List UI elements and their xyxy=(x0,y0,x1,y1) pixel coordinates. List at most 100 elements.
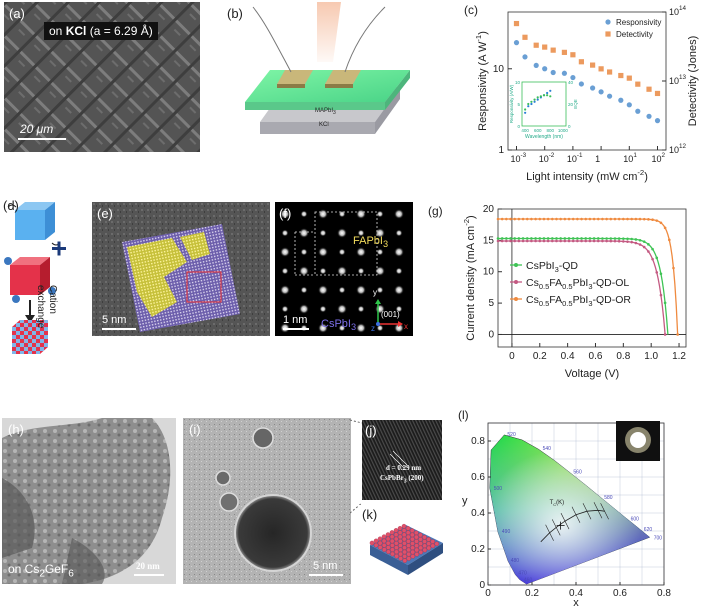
cspbi3-label: CsPbI3 xyxy=(321,318,356,332)
jv-marker-2 xyxy=(655,219,659,222)
wavelength-label: 580 xyxy=(604,495,613,501)
atom-column xyxy=(375,266,385,276)
scalebar-line-a xyxy=(18,138,66,140)
x-tick-label-g: 1.0 xyxy=(644,351,658,362)
y-axis-label-g-sup: -2 xyxy=(462,219,471,226)
plane-suffix: (200) xyxy=(406,474,424,482)
lattice-ball xyxy=(402,541,407,546)
jv-marker-0 xyxy=(580,237,583,240)
legend-part: 3 xyxy=(555,265,559,274)
y-tick-label-l: 0.8 xyxy=(471,436,485,447)
lattice-ball xyxy=(377,540,383,546)
x-tick-label-c: 102 xyxy=(652,152,666,164)
x-tick-label-c-base: 10 xyxy=(652,154,662,164)
device-drawing xyxy=(245,2,410,134)
caption-suffix: (a = 6.29 Å) xyxy=(86,24,153,38)
legend-part: 0.5 xyxy=(539,282,549,291)
legend-marker-g-1 xyxy=(514,280,518,284)
responsivity-point xyxy=(618,97,624,103)
lattice-ball xyxy=(406,551,411,557)
wavelength-label: 470 xyxy=(518,570,527,576)
detectivity-point xyxy=(550,47,556,53)
panel-label-b: (b) xyxy=(227,6,243,21)
caption-h-sub2: 6 xyxy=(68,568,74,580)
fapbi3-label: FAPbI3 xyxy=(353,235,388,249)
jv-marker-1 xyxy=(530,239,533,243)
atom-column xyxy=(299,228,309,238)
y-tick-label-g: 5 xyxy=(488,298,494,309)
jv-marker-2 xyxy=(530,217,533,221)
jv-marker-1 xyxy=(517,239,521,243)
y-tick-label-l: 0.2 xyxy=(471,544,485,555)
jv-marker-1 xyxy=(576,239,579,243)
caption-on-cs2gef6: on Cs2GeF6 xyxy=(8,562,74,579)
lattice-model-k xyxy=(369,523,443,575)
responsivity-point xyxy=(542,66,548,72)
inset-responsivity-point xyxy=(549,89,552,92)
chart-c-svg: (c)10-3 10-2 10-1 1 101 102110101210131014Lig… xyxy=(464,3,699,183)
inset-y-right-tick-label: 0 xyxy=(568,124,571,129)
atom-column xyxy=(376,286,384,294)
legend-part: PbI xyxy=(573,294,589,306)
jv-marker-1 xyxy=(626,240,629,243)
jv-marker-1 xyxy=(601,239,604,243)
jv-marker-2 xyxy=(630,217,633,221)
responsivity-point xyxy=(598,89,604,95)
lattice-ball xyxy=(398,538,403,544)
jv-marker-2 xyxy=(592,217,596,221)
lattice-ball xyxy=(410,532,415,538)
jv-marker-1 xyxy=(546,239,550,243)
lattice-ball xyxy=(406,556,412,561)
tc-part: T xyxy=(550,500,554,506)
x-tick-label-c: 101 xyxy=(623,152,637,164)
lattice-ball xyxy=(410,541,415,546)
lattice-ball xyxy=(409,528,415,533)
lattice-ball xyxy=(414,547,419,553)
jv-marker-2 xyxy=(567,217,571,221)
x-tick-label-g: 0.8 xyxy=(616,351,630,362)
lattice-ball xyxy=(410,545,415,551)
jv-marker-1 xyxy=(534,239,537,243)
lattice-ball xyxy=(426,545,432,551)
legend-part: 0.5 xyxy=(562,282,572,291)
atom-column xyxy=(357,229,365,237)
y-right-tick-label-c: 1013 xyxy=(669,74,687,86)
panel-j-hrtem: (j) d = 0.29 nm CsPbBr3 (200) xyxy=(362,420,442,500)
x-tick-label-g: 1.2 xyxy=(672,351,686,362)
inset-y-left-tick-label: 5 xyxy=(517,102,520,107)
lattice-ball xyxy=(418,549,424,555)
inset-y-right-axis-label: EQE xyxy=(573,99,578,109)
lattice-j-image xyxy=(362,420,442,500)
inset-x-tick-label: 800 xyxy=(547,128,555,133)
y-tick-label-g: 10 xyxy=(483,267,495,278)
led-core xyxy=(630,432,646,448)
atom-column xyxy=(280,285,290,295)
tc-label: TC(K) xyxy=(550,500,565,507)
x-tick-label-g: 0.6 xyxy=(589,351,603,362)
lattice-ball xyxy=(397,526,403,531)
detectivity-point xyxy=(590,62,596,68)
legend-marker-detectivity xyxy=(605,31,611,37)
jv-marker-1 xyxy=(638,243,642,246)
responsivity-point xyxy=(561,70,568,76)
jv-marker-2 xyxy=(542,217,546,221)
jv-marker-1 xyxy=(659,293,663,297)
cie-locus-white-overlay xyxy=(489,434,650,585)
lattice-ball xyxy=(414,543,419,548)
lattice-ball xyxy=(426,541,431,546)
panel-label-f: (f) xyxy=(279,206,292,221)
legend-part: PbI xyxy=(573,277,589,289)
detectivity-point xyxy=(578,59,584,65)
lattice-ball xyxy=(406,534,411,540)
y-right-tick-label-c-sup: 14 xyxy=(679,5,687,12)
panel-label-h: (h) xyxy=(8,422,24,437)
jv-marker-2 xyxy=(584,217,588,221)
jv-marker-0 xyxy=(551,237,554,240)
jv-marker-0 xyxy=(559,237,562,240)
x-tick-label-c-sup: -3 xyxy=(521,152,527,159)
y-tick-label-l: 0 xyxy=(479,580,485,591)
inset-x-tick-label: 400 xyxy=(521,128,529,133)
responsivity-point xyxy=(635,108,641,114)
lattice-ball xyxy=(394,549,399,555)
legend-part: -QD-OR xyxy=(593,294,632,306)
